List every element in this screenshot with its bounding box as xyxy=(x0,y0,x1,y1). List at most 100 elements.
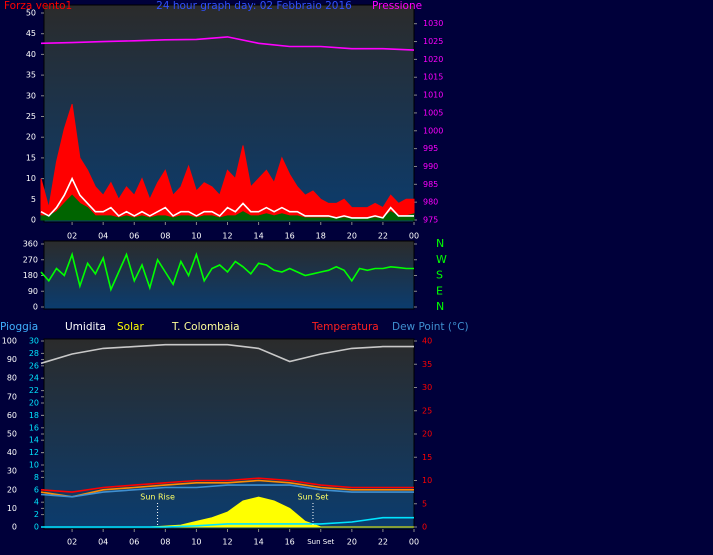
y2ticks-tick-label: 995 xyxy=(423,144,438,153)
x-tick-label: 00 xyxy=(409,232,419,241)
y2ticks-tick-label: 975 xyxy=(423,216,438,225)
yticks-tick-label: 270 xyxy=(23,255,38,264)
yticks-tick-label: 40 xyxy=(26,50,36,59)
line-series xyxy=(40,36,415,51)
yticks-tick-label: 20 xyxy=(26,133,36,142)
legend-label: Umidita xyxy=(65,321,106,333)
yticks-tick-label: 80 xyxy=(7,374,17,383)
y2ticks-tick-label: 1005 xyxy=(423,108,443,117)
y3ticks-tick-label: 12 xyxy=(29,448,39,457)
y3ticks-tick-label: 26 xyxy=(29,361,39,370)
yticks-tick-label: 30 xyxy=(26,91,36,100)
line-series xyxy=(40,251,414,292)
yticks-tick-label: 180 xyxy=(23,271,38,280)
x-tick-label: 08 xyxy=(160,538,170,547)
y3ticks-tick-label: 28 xyxy=(29,349,39,358)
legend-label: T. Colombaia xyxy=(171,321,240,333)
yticks-tick-label: 35 xyxy=(26,71,36,80)
x-tick-label: 20 xyxy=(347,232,357,241)
yticks-tick-label: 5 xyxy=(31,195,36,204)
y3ticks-tick-label: 2 xyxy=(34,510,39,519)
yticks-tick-label: 20 xyxy=(7,485,17,494)
y3ticks-tick-label: 18 xyxy=(29,411,39,420)
x-tick-label: 10 xyxy=(191,232,201,241)
y2ticks-tick-label: W xyxy=(436,253,447,266)
x-tick-label: 04 xyxy=(98,538,108,547)
y2ticks-tick-label: E xyxy=(436,284,443,297)
line-series xyxy=(40,479,414,498)
yticks-tick-label: 90 xyxy=(7,355,17,364)
legend-label: Forza vento1 xyxy=(4,0,72,12)
y2ticks-tick-label: 15 xyxy=(422,453,432,462)
y2ticks-tick-label: 990 xyxy=(423,162,438,171)
y3ticks-tick-label: 16 xyxy=(29,423,39,432)
x-tick-label: 12 xyxy=(222,232,232,241)
legend-label: Pioggia xyxy=(0,321,38,333)
legend-label: Dew Point (°C) xyxy=(392,321,469,333)
y2ticks-tick-label: 5 xyxy=(422,499,427,508)
y3ticks-tick-label: 10 xyxy=(29,461,39,470)
y2ticks-tick-label: 0 xyxy=(422,523,427,532)
yticks-tick-label: 45 xyxy=(26,29,36,38)
yticks-tick-label: 15 xyxy=(26,153,36,162)
x-tick-label: 18 xyxy=(316,232,326,241)
yticks-tick-label: 40 xyxy=(7,448,17,457)
y2ticks-tick-label: S xyxy=(436,269,443,282)
y3ticks-tick-label: 22 xyxy=(29,386,39,395)
y2ticks-tick-label: 25 xyxy=(422,406,432,415)
line-series xyxy=(40,477,414,493)
plot-area xyxy=(43,240,415,310)
y2ticks-tick-label: 30 xyxy=(422,383,432,392)
x-tick-label: Sun Set xyxy=(307,538,334,546)
line-series xyxy=(40,343,414,365)
chart-title: 24 hour graph day: 02 Febbraio 2016 xyxy=(156,0,352,12)
x-tick-label: 14 xyxy=(253,232,263,241)
yticks-tick-label: 360 xyxy=(23,240,38,249)
x-tick-label: 02 xyxy=(67,232,77,241)
y2ticks-tick-label: 1030 xyxy=(423,19,443,28)
y3ticks-tick-label: 4 xyxy=(34,498,39,507)
y2ticks-tick-label: 20 xyxy=(422,430,432,439)
yticks-tick-label: 0 xyxy=(12,523,17,532)
y2ticks-tick-label: 1025 xyxy=(423,37,443,46)
line-series xyxy=(41,516,414,528)
y2ticks-tick-label: 980 xyxy=(423,198,438,207)
y3ticks-tick-label: 0 xyxy=(34,523,39,532)
x-tick-label: 22 xyxy=(378,232,388,241)
line-series xyxy=(40,484,414,498)
yticks-tick-label: 50 xyxy=(7,430,17,439)
x-tick-label: 02 xyxy=(67,538,77,547)
y2ticks-tick-label: 35 xyxy=(422,360,432,369)
y3ticks-tick-label: 6 xyxy=(34,485,39,494)
x-tick-label: 00 xyxy=(409,538,419,547)
x-tick-label: 08 xyxy=(160,232,170,241)
annotation: Sun Set xyxy=(298,493,329,502)
y2ticks-tick-label: 1020 xyxy=(423,55,443,64)
y3ticks-tick-label: 24 xyxy=(29,374,39,383)
yticks-tick-label: 50 xyxy=(26,9,36,18)
x-tick-label: 14 xyxy=(253,538,263,547)
y2ticks-tick-label: 1010 xyxy=(423,91,443,100)
legend-label: Pressione xyxy=(372,0,422,12)
x-tick-label: 06 xyxy=(129,538,139,547)
y3ticks-tick-label: 8 xyxy=(34,473,39,482)
legend-label: Temperatura xyxy=(311,321,379,333)
yticks-tick-label: 10 xyxy=(7,504,17,513)
yticks-tick-label: 100 xyxy=(2,337,17,346)
y2ticks-tick-label: N xyxy=(436,237,444,250)
x-tick-label: 16 xyxy=(285,538,295,547)
y2ticks-tick-label: N xyxy=(436,300,444,313)
plot-area xyxy=(43,338,415,530)
line-series xyxy=(40,176,414,219)
x-tick-label: 22 xyxy=(378,538,388,547)
x-tick-label: 16 xyxy=(285,232,295,241)
yticks-tick-label: 90 xyxy=(28,287,38,296)
yticks-tick-label: 0 xyxy=(31,216,36,225)
x-tick-label: 10 xyxy=(191,538,201,547)
yticks-tick-label: 25 xyxy=(26,112,36,121)
x-tick-label: 20 xyxy=(347,538,357,547)
x-tick-label: 06 xyxy=(129,232,139,241)
annotation: Sun Rise xyxy=(140,493,175,502)
